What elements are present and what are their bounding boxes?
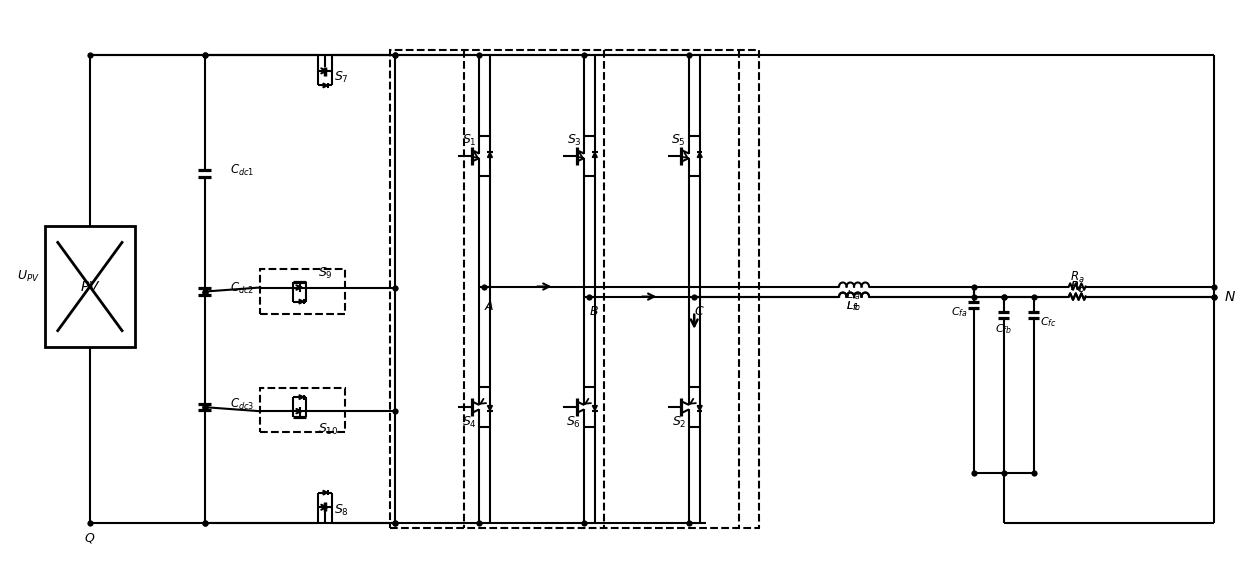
Text: $S_8$: $S_8$: [333, 503, 348, 519]
Text: $C_{fb}$: $C_{fb}$: [995, 322, 1012, 336]
Text: $U_{PV}$: $U_{PV}$: [16, 269, 40, 284]
Text: $B$: $B$: [590, 305, 600, 318]
Text: $Q$: $Q$: [84, 531, 95, 545]
Text: $S_5$: $S_5$: [672, 133, 686, 148]
Text: $C_{dc3}$: $C_{dc3}$: [229, 396, 254, 412]
Polygon shape: [487, 405, 492, 410]
Text: $N$: $N$: [1224, 289, 1235, 303]
Text: $C_{fa}$: $C_{fa}$: [950, 305, 968, 319]
Text: $R_b$: $R_b$: [1069, 280, 1084, 295]
Text: $A$: $A$: [484, 300, 494, 313]
Polygon shape: [487, 153, 492, 158]
Text: $C$: $C$: [694, 305, 705, 318]
Polygon shape: [323, 490, 328, 495]
Text: $L_{fa}$: $L_{fa}$: [846, 289, 861, 302]
Polygon shape: [299, 395, 304, 399]
Text: $S_9$: $S_9$: [317, 266, 332, 281]
Text: $S_7$: $S_7$: [333, 70, 348, 85]
Bar: [389, 50, 760, 528]
Polygon shape: [299, 300, 304, 304]
Polygon shape: [698, 153, 703, 158]
Bar: [260, 388, 344, 432]
Text: $C_{fc}$: $C_{fc}$: [1041, 315, 1057, 329]
Text: $C_{dc1}$: $C_{dc1}$: [229, 163, 254, 178]
Polygon shape: [592, 153, 597, 158]
Polygon shape: [323, 83, 328, 88]
Polygon shape: [698, 405, 703, 410]
Text: $S_6$: $S_6$: [566, 415, 581, 430]
Text: $S_{10}$: $S_{10}$: [317, 422, 338, 437]
Text: $L_{fc}$: $L_{fc}$: [846, 299, 861, 312]
Text: $S_2$: $S_2$: [672, 415, 686, 430]
Bar: [260, 270, 344, 314]
Text: $R_c$: $R_c$: [1070, 280, 1084, 295]
Text: $R_a$: $R_a$: [1069, 270, 1084, 285]
Polygon shape: [592, 405, 597, 410]
Bar: [45, 226, 135, 347]
Text: $S_4$: $S_4$: [462, 415, 477, 430]
Text: $PV$: $PV$: [79, 279, 100, 293]
Text: $S_3$: $S_3$: [566, 133, 581, 148]
Text: $S_1$: $S_1$: [462, 133, 477, 148]
Text: $C_{dc2}$: $C_{dc2}$: [229, 281, 254, 296]
Text: $L_{fb}$: $L_{fb}$: [846, 299, 862, 312]
